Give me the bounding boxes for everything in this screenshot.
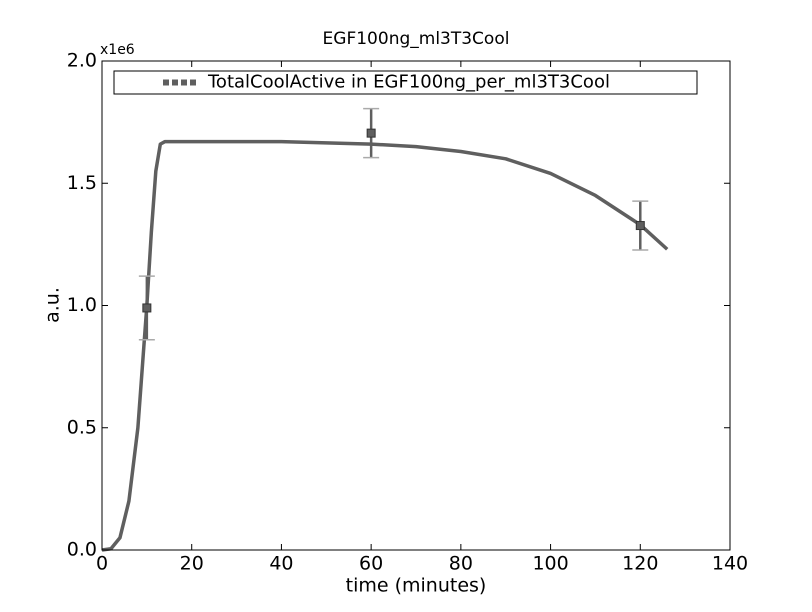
x-tick-label: 100 [532, 553, 568, 575]
y-tick-label: 1.5 [67, 172, 97, 194]
legend-marker [163, 79, 169, 86]
legend: TotalCoolActive in EGF100ng_per_ml3T3Coo… [113, 70, 698, 95]
x-tick-label: 0 [96, 553, 108, 575]
y-tick-label: 0.5 [67, 416, 97, 438]
plot-frame [101, 60, 731, 551]
x-tick-label: 60 [359, 553, 383, 575]
legend-box [113, 70, 698, 95]
y-tick-label: 2.0 [67, 50, 97, 72]
y-offset-label: x1e6 [100, 42, 135, 58]
legend-marker [172, 79, 178, 86]
x-tick-label: 80 [449, 553, 473, 575]
data-point [635, 221, 645, 231]
y-tick-label: 1.0 [67, 294, 97, 316]
legend-marker [181, 79, 187, 86]
x-tick-label: 20 [180, 553, 204, 575]
model-line [101, 139, 669, 552]
y-axis-label: a.u. [42, 287, 64, 323]
legend-label: TotalCoolActive in EGF100ng_per_ml3T3Coo… [207, 72, 610, 93]
x-tick-label: 40 [269, 553, 293, 575]
x-tick-label: 120 [622, 553, 658, 575]
x-tick-label: 140 [712, 553, 748, 575]
legend-marker [190, 79, 196, 86]
chart-title: EGF100ng_ml3T3Cool [323, 29, 510, 49]
x-axis-label: time (minutes) [346, 575, 487, 597]
data-point [366, 128, 376, 138]
y-tick-label: 0.0 [67, 539, 97, 561]
data-point [142, 303, 152, 313]
